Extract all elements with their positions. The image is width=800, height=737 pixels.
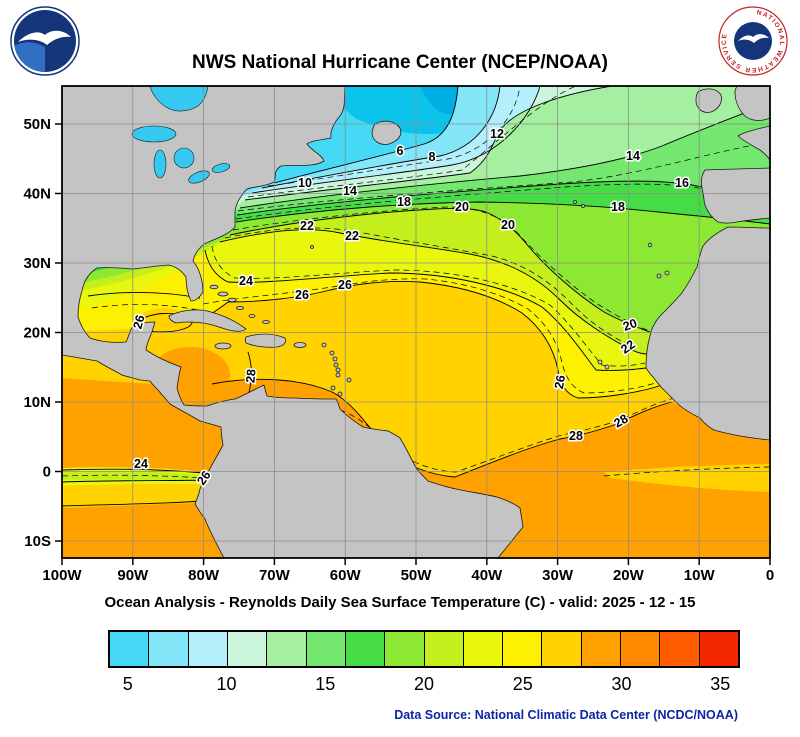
colorbar-tick-labels: 5 10 15 20 25 30 35	[108, 674, 740, 698]
contour-label: 20	[621, 316, 639, 334]
hudson-bay	[149, 86, 209, 112]
colorbar-segment	[542, 632, 582, 666]
contour-label: 10	[298, 176, 312, 190]
x-tick-label: 80W	[188, 567, 220, 584]
contour-label: 16	[675, 176, 689, 190]
y-tick-label: 10N	[23, 394, 51, 411]
x-tick-label: 50W	[401, 567, 433, 584]
colorbar-segment	[503, 632, 543, 666]
noaa-logo	[10, 6, 80, 76]
x-tick-label: 90W	[117, 567, 149, 584]
contour-label: 8	[429, 150, 436, 164]
land-masses	[62, 86, 770, 558]
noaa-seagull-icon	[18, 30, 71, 45]
nws-seagull-icon	[738, 34, 769, 43]
colorbar-segment	[463, 632, 504, 666]
contour-label: 20	[501, 218, 515, 232]
contour-label: 14	[343, 184, 357, 198]
colorbar-segment	[621, 632, 661, 666]
colorbar-segment	[110, 632, 150, 666]
contour-label: 12	[490, 127, 504, 141]
grid-lines	[62, 86, 770, 558]
colorbar-segment	[424, 632, 464, 666]
colorbar-segment	[306, 632, 346, 666]
colorbar-segment	[149, 632, 189, 666]
colorbar-tick-label: 30	[611, 674, 632, 694]
x-tick-label: 40W	[471, 567, 503, 584]
contour-label: 18	[397, 195, 411, 209]
contour-label: 24	[134, 457, 148, 471]
subtitle: Ocean Analysis - Reynolds Daily Sea Surf…	[104, 594, 696, 611]
axis-ticks	[55, 123, 771, 565]
x-tick-label: 100W	[42, 567, 82, 584]
colorbar-tick-label: 20	[413, 674, 435, 694]
contour-label: 26	[295, 288, 309, 302]
contour-label: 26	[130, 313, 147, 330]
colorbar-segment	[227, 632, 268, 666]
contour-label: 26	[552, 374, 568, 390]
contour-label: 18	[611, 200, 625, 214]
contour-label: 6	[397, 144, 404, 158]
y-tick-label: 10S	[24, 533, 51, 550]
contour-label: 24	[239, 274, 253, 288]
colorbar-tick-label: 15	[315, 674, 336, 694]
contour-label: 22	[300, 219, 314, 233]
colorbar-tick-label: 5	[122, 674, 133, 694]
colorbar	[108, 630, 740, 668]
colorbar-segment	[385, 632, 425, 666]
great-lakes	[131, 125, 231, 184]
colorbar-tick-label: 10	[216, 674, 237, 694]
y-axis-labels: 50N 40N 30N 20N 10N 0 10S	[23, 116, 51, 550]
colorbar-segment	[345, 632, 386, 666]
y-tick-label: 50N	[23, 116, 51, 133]
contour-label: 26	[338, 278, 352, 292]
x-tick-label: 30W	[542, 567, 574, 584]
nws-logo: NATIONAL WEATHER SERVICE	[718, 6, 788, 76]
x-tick-label: 60W	[330, 567, 362, 584]
contour-label: 22	[345, 229, 359, 243]
x-tick-label: 70W	[259, 567, 291, 584]
contour-label: 20	[455, 200, 469, 214]
page-title: NWS National Hurricane Center (NCEP/NOAA…	[192, 52, 608, 73]
contour-lines	[62, 86, 770, 507]
x-tick-label: 20W	[613, 567, 645, 584]
x-axis-labels: 100W 90W 80W 70W 60W 50W 40W 30W 20W 10W 0	[42, 567, 774, 584]
data-source: Data Source: National Climatic Data Cent…	[394, 708, 738, 722]
colorbar-segment	[699, 632, 738, 666]
contour-label: 14	[626, 149, 640, 163]
y-tick-label: 40N	[23, 186, 51, 203]
colorbar-tick-label: 35	[710, 674, 731, 694]
y-tick-label: 30N	[23, 255, 51, 272]
y-tick-label: 0	[43, 464, 51, 481]
contour-label: 28	[569, 429, 583, 443]
colorbar-segment	[188, 632, 228, 666]
y-tick-label: 20N	[23, 325, 51, 342]
x-tick-label: 10W	[684, 567, 716, 584]
colorbar-segment	[267, 632, 307, 666]
contour-label: 28	[243, 368, 258, 383]
x-tick-label: 0	[766, 567, 774, 584]
colorbar-tick-label: 25	[512, 674, 533, 694]
colorbar-segment	[660, 632, 700, 666]
colorbar-segment	[581, 632, 622, 666]
